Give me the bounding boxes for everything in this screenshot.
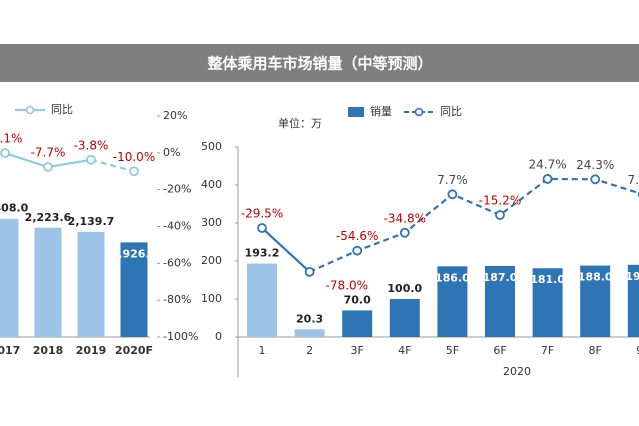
y-tick-label: 500 [201, 140, 222, 153]
growth-point [542, 174, 553, 184]
growth-label: -7.7% [31, 146, 66, 160]
bar-value-label: 2,408.0 [0, 202, 29, 215]
bar-value-label: 2,139.7 [68, 215, 115, 228]
growth-point [495, 210, 505, 220]
x-tick-label: 2018 [33, 344, 64, 357]
y-tick-label: 400 [201, 178, 222, 191]
x-group-label: 2020 [503, 365, 531, 378]
bar-value-label: 181.0 [530, 273, 565, 286]
growth-line [261, 227, 311, 273]
bar-value-label: 2,223.6 [25, 211, 72, 224]
growth-point [590, 174, 601, 185]
growth-label: -78.0% [326, 278, 368, 292]
y-tick-label: 200 [201, 254, 222, 267]
growth-label: -10.0% [113, 150, 155, 164]
x-tick-label: 4F [398, 344, 411, 357]
y2-tick-label: -60% [163, 256, 191, 269]
growth-point [129, 166, 139, 177]
x-tick-label: 7F [541, 344, 554, 357]
growth-label: -29.5% [241, 206, 283, 220]
y2-tick-label: -80% [163, 293, 191, 306]
bar-value-label: 70.0 [344, 293, 371, 306]
growth-point [352, 245, 363, 256]
title-banner [0, 44, 639, 82]
growth-point [257, 223, 267, 233]
legend-marker [414, 107, 424, 117]
bar [294, 329, 325, 337]
growth-label: 7.7% [437, 173, 468, 187]
bar [77, 231, 105, 337]
legend-swatch [348, 107, 364, 117]
unit-label: 单位：万 [278, 116, 322, 130]
growth-point [43, 162, 53, 172]
growth-line [309, 177, 639, 273]
bar [342, 310, 373, 337]
bar [120, 242, 148, 337]
growth-point [0, 148, 10, 158]
bar-value-label: 20.3 [296, 312, 323, 325]
legend-label: 销量 [370, 104, 392, 118]
x-tick-label: 3F [351, 344, 364, 357]
x-tick-label: 1 [259, 344, 266, 357]
growth-point [304, 266, 315, 277]
y2-tick-label: -100% [163, 330, 198, 343]
legend-label: 同比 [440, 105, 462, 118]
bar-value-label: 186.0 [435, 271, 470, 284]
bar [247, 263, 277, 337]
bar [389, 299, 420, 337]
bar [0, 218, 19, 337]
y-tick-label: 300 [201, 216, 222, 229]
x-tick-label: 6F [493, 344, 506, 357]
bar [627, 264, 639, 337]
x-tick-label: 5F [446, 344, 459, 357]
y2-tick-label: 20% [163, 109, 187, 122]
x-tick-label: 8F [589, 344, 602, 357]
y-tick-label: 0 [215, 330, 222, 343]
bar-value-label: 190.0 [625, 270, 639, 283]
growth-label: 24.3% [576, 158, 614, 172]
x-tick-label: 2020F [115, 344, 153, 357]
growth-label: 24.7% [529, 157, 567, 171]
legend-marker [25, 105, 35, 115]
y2-tick-label: 0% [163, 146, 180, 159]
bar [437, 266, 468, 337]
bar [34, 227, 62, 337]
growth-label: -34.8% [384, 211, 426, 225]
x-tick-label: 2019 [76, 344, 107, 357]
growth-label: -54.6% [336, 229, 378, 243]
growth-point [447, 189, 458, 200]
y2-tick-label: -20% [163, 183, 191, 196]
x-tick-label: 2 [306, 344, 313, 357]
title: 整体乘用车市场销量（中等预测） [207, 55, 432, 73]
bar-value-label: 193.2 [245, 247, 280, 260]
growth-label: -3.8% [74, 138, 109, 152]
growth-label: 7.7% [628, 173, 639, 187]
growth-line [90, 158, 135, 173]
bar-value-label: 1,926.5 [111, 247, 158, 260]
legend-label: 同比 [51, 103, 73, 116]
growth-label: -15.2% [479, 194, 521, 208]
bar [532, 268, 563, 337]
bar-value-label: 100.0 [387, 282, 422, 295]
bar [485, 265, 515, 337]
bar-value-label: 187.0 [483, 271, 518, 284]
growth-point [399, 227, 410, 238]
x-tick-label: 9F [636, 344, 639, 357]
bar-value-label: 188.0 [578, 271, 613, 284]
y2-tick-label: -40% [163, 220, 191, 233]
x-tick-label: 2017 [0, 344, 20, 357]
growth-point [86, 154, 96, 165]
growth-label: -0.1% [0, 132, 22, 146]
y-tick-label: 100 [201, 292, 222, 305]
bar [580, 265, 611, 337]
